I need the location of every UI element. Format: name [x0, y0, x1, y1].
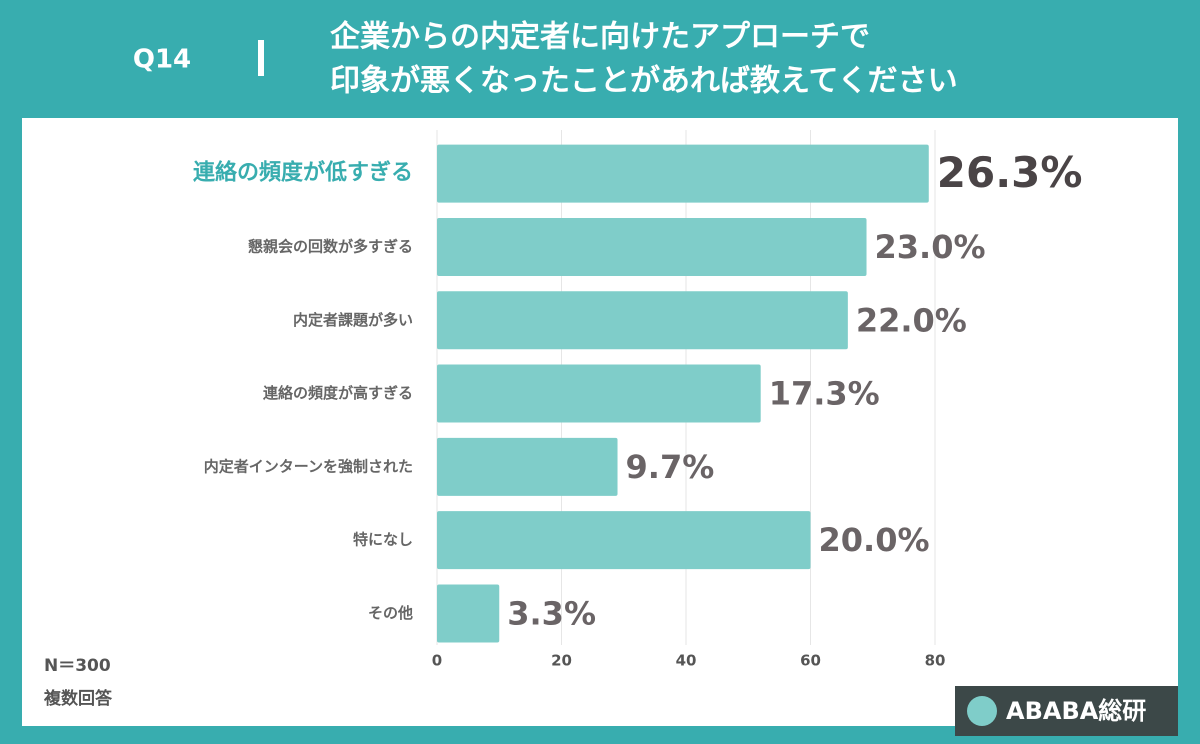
x-tick-label: 60: [800, 652, 821, 670]
x-tick-label: 80: [925, 652, 946, 670]
category-label: 内定者インターンを強制された: [204, 457, 413, 475]
category-label: その他: [368, 604, 413, 622]
category-label: 連絡の頻度が高すぎる: [263, 384, 413, 402]
question-number: Q14: [133, 45, 191, 75]
value-label: 22.0%: [856, 301, 967, 339]
category-label: 連絡の頻度が低すぎる: [193, 160, 413, 186]
title-line: 印象が悪くなったことがあれば教えてください: [330, 64, 958, 99]
bar: [437, 511, 811, 570]
value-label: 26.3%: [937, 148, 1083, 197]
x-tick-label: 40: [676, 652, 697, 670]
category-label: 特になし: [353, 531, 413, 549]
brand: ABABA総研: [1006, 697, 1146, 725]
logo-icon: [967, 696, 997, 726]
value-label: 17.3%: [769, 375, 880, 413]
value-label: 23.0%: [875, 228, 986, 266]
bar: [437, 584, 500, 643]
value-label: 3.3%: [507, 594, 596, 632]
title-line: 企業からの内定者に向けたアプローチで: [330, 20, 870, 55]
category-label: 懇親会の回数が多すぎる: [248, 237, 413, 255]
bar: [437, 217, 867, 276]
x-tick-label: 0: [432, 652, 442, 670]
x-tick-label: 20: [551, 652, 572, 670]
note: N＝300: [44, 656, 111, 676]
category-label: 内定者課題が多い: [293, 311, 413, 329]
bar: [437, 144, 929, 203]
value-label: 20.0%: [819, 521, 930, 559]
divider: [258, 40, 264, 76]
bar: [437, 437, 618, 496]
value-label: 9.7%: [626, 448, 715, 486]
bar: [437, 291, 848, 350]
note: 複数回答: [43, 688, 113, 709]
bar: [437, 364, 761, 423]
